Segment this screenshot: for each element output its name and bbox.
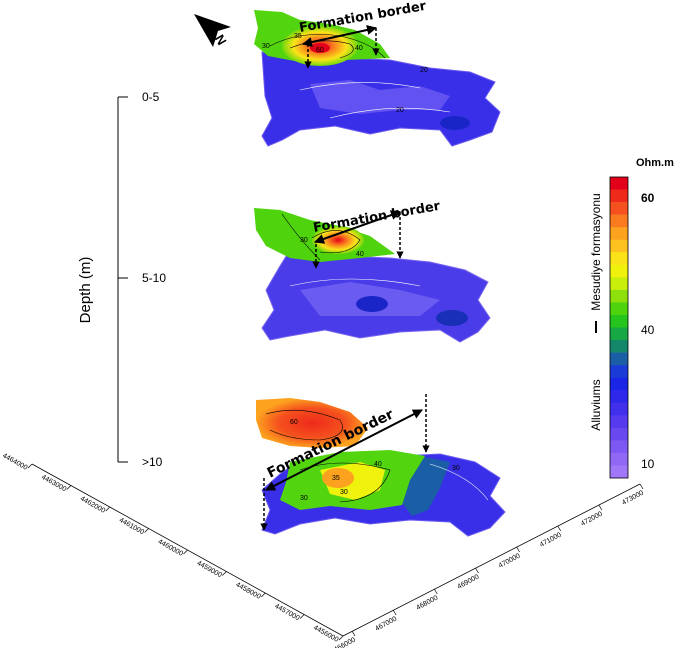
color-scale: Ohm.m 60 40 10 Mesudiye formasyonu Alluv… [589,157,674,479]
y-axis-tick [27,463,33,469]
contour-label: 30 [340,489,348,496]
y-axis-tick-label: 4456000 [312,624,339,643]
contour-label: 40 [355,45,363,52]
y-axis-tick-label: 4464000 [1,452,28,471]
contour-label: 40 [374,461,382,468]
y-axis-tick [299,614,305,619]
color-scale-cell [610,264,628,278]
map-low-zone [436,310,468,326]
depth-axis: Depth (m) 0-5 5-10 >10 [77,90,166,469]
color-scale-cell [610,365,628,378]
color-scale-unit: Ohm.m [636,157,674,169]
x-axis-tick [598,504,603,511]
color-scale-cell [610,465,628,479]
x-axis-tick [351,630,356,637]
color-scale-cell [610,189,628,203]
color-scale-tick-60: 60 [641,191,655,205]
color-scale-cell [610,340,628,353]
color-scale-cell [610,390,628,404]
contour-label: 20 [396,107,404,114]
x-axis-tick [516,546,520,553]
color-scale-cell [610,440,628,454]
color-scale-cell [610,327,628,341]
color-scale-cell [610,177,628,190]
color-scale-bar [609,176,629,479]
color-scale-cell [610,252,628,266]
y-axis-tick [222,571,227,576]
color-scale-cell [610,427,628,441]
y-axis-tick [66,485,72,490]
depth-level-5-10: 5-10 [142,271,166,285]
y-axis-tick-label: 4463000 [40,474,67,493]
map-low-zone [440,116,470,130]
x-axis-tick [433,588,438,595]
formation-border-label: Formation border [312,199,442,236]
y-axis-tick-label: 4460000 [157,538,184,557]
y-axis-tick-label: 4457000 [273,603,300,622]
y-axis-tick-label: 4459000 [196,560,223,579]
x-axis-tick [639,483,644,490]
x-axis-tick [475,567,479,574]
y-axis-tick [261,592,266,598]
y-axis-tick [105,506,110,512]
depth-axis-title: Depth (m) [77,257,94,324]
x-axis-tick-label: 466000 [333,637,357,648]
y-axis-tick [338,635,344,641]
contour-label: 60 [290,419,298,426]
resistivity-map-10: 60 40 35 30 30 30 Formation border [256,394,506,537]
color-scale-cell [610,214,628,228]
formation-border-arrow [314,210,401,244]
y-axis-tick-label: 4458000 [234,581,261,600]
formation-label-mesudiye: Mesudiye formasyonu [589,193,603,310]
formation-border-arrow [302,25,377,47]
contour-label: 30 [300,495,308,502]
color-scale-cell [610,402,628,416]
x-axis-line [342,483,641,637]
color-scale-cell [610,277,628,291]
resistivity-map-0-5: 30 35 60 40 20 20 Formation border [254,0,501,147]
y-axis-tick [144,528,149,533]
color-scale-cell [610,289,628,303]
y-axis-tick-label: 4461000 [118,517,145,536]
color-scale-cell [610,314,628,328]
color-scale-cell [610,352,628,366]
depth-level-0-5: 0-5 [142,90,160,104]
contour-label: 30 [452,465,460,472]
formation-label-alluviums: Alluviums [589,379,603,430]
color-scale-cell [610,239,628,253]
resistivity-map-5-10: 40 30 Formation border [254,199,491,343]
map-low-zone [356,296,388,312]
contour-label: 40 [356,251,364,258]
contour-label: 35 [294,33,302,40]
north-arrow-icon: N [194,14,231,48]
color-scale-tick-40: 40 [641,323,655,337]
formation-border-arrow [265,409,423,491]
contour-label: 30 [300,237,308,244]
color-scale-cell [610,377,628,391]
color-scale-cell [610,452,628,466]
contour-label: 30 [262,43,270,50]
x-axis-tick [557,525,562,532]
color-scale-cell [610,302,628,316]
contour-label: 20 [420,67,428,74]
contour-label: 35 [332,475,340,482]
x-axis-tick [392,609,397,616]
color-scale-cell [610,202,628,215]
y-axis-tick-label: 4462000 [79,495,106,514]
color-scale-cell [610,227,628,241]
color-scale-tick-10: 10 [641,457,655,471]
color-scale-frame [609,176,629,479]
contour-label: 60 [316,47,324,54]
depth-level-10: >10 [142,455,163,469]
y-axis-tick [183,549,188,555]
map-light-zone [310,80,450,114]
color-scale-cell [610,415,628,429]
